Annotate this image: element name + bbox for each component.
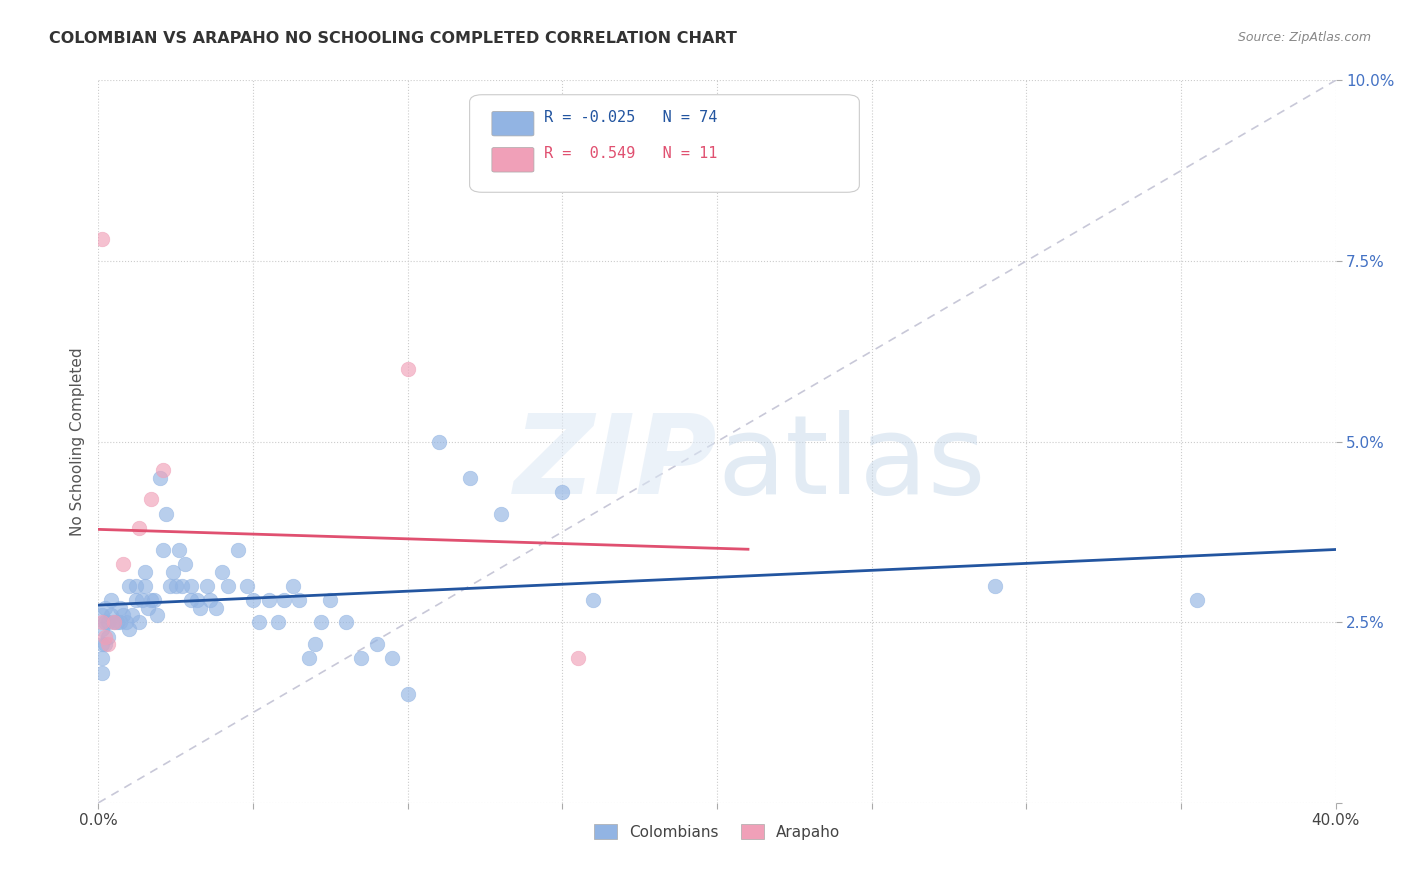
Point: [190, 600, 212, 615]
Y-axis label: No Schooling Completed: No Schooling Completed: [69, 347, 84, 536]
Point: [350, 651, 373, 665]
Point: [242, 593, 264, 607]
Point: [319, 593, 342, 607]
Point: [124, 593, 146, 607]
Point: [97, 630, 120, 644]
Point: [152, 542, 174, 557]
Point: [143, 593, 166, 607]
Point: [283, 579, 305, 593]
Point: [134, 565, 156, 579]
Point: [136, 600, 159, 615]
Point: [427, 434, 450, 449]
Point: [93, 600, 115, 615]
Point: [186, 593, 208, 607]
Text: COLOMBIAN VS ARAPAHO NO SCHOOLING COMPLETED CORRELATION CHART: COLOMBIAN VS ARAPAHO NO SCHOOLING COMPLE…: [49, 31, 737, 46]
Point: [134, 579, 156, 593]
Point: [236, 579, 259, 593]
Point: [103, 615, 125, 630]
Text: R =  0.549   N = 11: R = 0.549 N = 11: [544, 146, 717, 161]
Point: [174, 558, 197, 572]
Point: [247, 615, 270, 630]
Point: [180, 579, 202, 593]
Text: Source: ZipAtlas.com: Source: ZipAtlas.com: [1237, 31, 1371, 45]
Point: [198, 593, 221, 607]
Point: [108, 615, 131, 630]
Point: [396, 362, 419, 376]
Point: [1185, 593, 1208, 607]
Point: [211, 565, 233, 579]
Point: [298, 651, 321, 665]
Text: atlas: atlas: [717, 409, 986, 516]
Point: [90, 637, 112, 651]
Point: [118, 623, 141, 637]
Point: [90, 232, 112, 246]
Point: [115, 615, 138, 630]
Point: [366, 637, 388, 651]
Point: [112, 558, 135, 572]
Point: [149, 471, 172, 485]
Point: [93, 637, 115, 651]
Point: [97, 615, 120, 630]
Point: [112, 607, 135, 622]
Point: [551, 485, 574, 500]
Point: [108, 600, 131, 615]
Point: [267, 615, 290, 630]
Point: [159, 579, 181, 593]
Legend: Colombians, Arapaho: Colombians, Arapaho: [588, 818, 846, 846]
Point: [93, 630, 115, 644]
Point: [93, 615, 115, 630]
Point: [195, 579, 218, 593]
Point: [180, 593, 202, 607]
Point: [90, 665, 112, 680]
FancyBboxPatch shape: [492, 112, 534, 136]
Point: [170, 579, 193, 593]
Point: [984, 579, 1007, 593]
Point: [90, 615, 112, 630]
Text: ZIP: ZIP: [513, 409, 717, 516]
Point: [582, 593, 605, 607]
Point: [335, 615, 357, 630]
Point: [90, 607, 112, 622]
Point: [97, 637, 120, 651]
Point: [205, 600, 228, 615]
FancyBboxPatch shape: [492, 147, 534, 172]
Point: [217, 579, 239, 593]
Point: [257, 593, 280, 607]
Point: [100, 607, 122, 622]
Point: [381, 651, 404, 665]
Point: [103, 615, 125, 630]
Point: [128, 615, 150, 630]
Point: [304, 637, 326, 651]
Point: [118, 579, 141, 593]
Point: [309, 615, 332, 630]
Point: [90, 651, 112, 665]
Text: R = -0.025   N = 74: R = -0.025 N = 74: [544, 111, 717, 126]
Point: [458, 471, 481, 485]
Point: [105, 615, 128, 630]
Point: [90, 623, 112, 637]
Point: [121, 607, 143, 622]
Point: [124, 579, 146, 593]
Point: [146, 607, 169, 622]
Point: [396, 687, 419, 701]
Point: [100, 593, 122, 607]
Point: [567, 651, 589, 665]
Point: [152, 463, 174, 477]
Point: [128, 521, 150, 535]
Point: [288, 593, 311, 607]
Point: [131, 593, 153, 607]
Point: [139, 492, 162, 507]
Point: [226, 542, 249, 557]
Point: [139, 593, 162, 607]
Point: [489, 507, 512, 521]
Point: [162, 565, 184, 579]
Point: [165, 579, 187, 593]
Point: [167, 542, 190, 557]
Point: [155, 507, 177, 521]
Point: [273, 593, 295, 607]
FancyBboxPatch shape: [470, 95, 859, 193]
